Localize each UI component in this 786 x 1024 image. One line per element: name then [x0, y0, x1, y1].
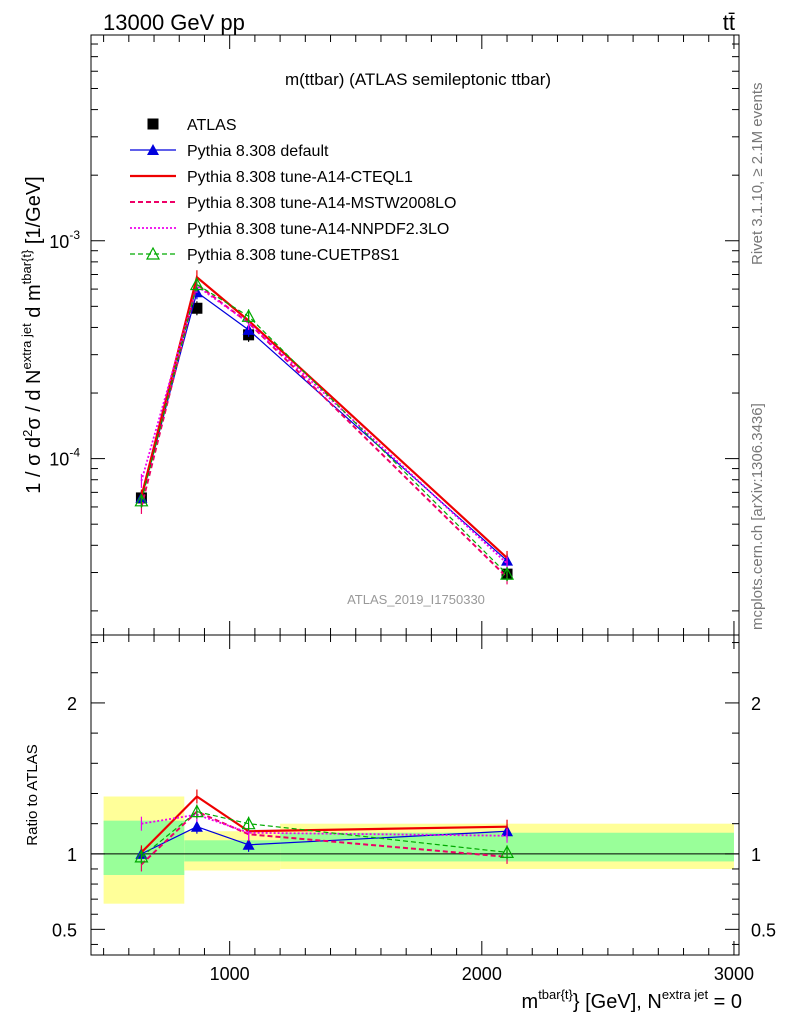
ratio-line-pythia-8-308-tune-cuetp8s1	[141, 810, 508, 858]
ratio-point-pythia-8-308-tune-cuetp8s1	[189, 804, 204, 818]
ratio-y-tick-label-right: 2	[751, 694, 761, 714]
main-y-tick-label: 10-4	[49, 446, 80, 470]
main-y-axis-label: 1 / σ d2σ / d Nextra jet d mtbar{t} [1/G…	[19, 176, 45, 493]
ratio-uncertainty-bands	[91, 796, 739, 904]
ratio-point-pythia-8-308-tune-cuetp8s1	[500, 845, 515, 858]
main-point-pythia-8-308-tune-cuetp8s1	[241, 309, 256, 322]
main-panel: 10-4 10-3 m(ttbar) (ATLAS semileptonic tt…	[19, 34, 740, 636]
ratio-x-ticks: 1000 2000 3000	[103, 635, 754, 984]
x-tick-label: 3000	[714, 964, 754, 984]
ratio-line-pythia-8-308-tune-a14-cteql1	[140, 795, 508, 854]
ratio-y-ticks: 0.5 0.5 1 1 2 2	[52, 642, 776, 945]
x-tick-label: 2000	[462, 964, 502, 984]
ratio-point-pythia-8-308-tune-cuetp8s1	[241, 816, 256, 830]
legend-entry-label: Pythia 8.308 tune-A14-NNPDF2.3LO	[187, 221, 449, 238]
main-line-pythia-8-308-default	[140, 291, 508, 562]
ratio-series	[134, 789, 515, 872]
ratio-y-tick-label-right: 1	[751, 845, 761, 865]
header-energy-label: 13000 GeV pp	[103, 10, 245, 35]
ratio-line-pythia-8-308-tune-a14-nnpdf2-3lo	[141, 813, 508, 837]
ratio-panel: 0.5 0.5 1 1 2 2 1000 2000 3000 Ratio to ATLAS m…	[24, 634, 776, 1013]
header-process-label: tt̄	[723, 10, 735, 35]
ratio-point-pythia-8-308-default	[242, 838, 255, 850]
legend-entry-label: Pythia 8.308 tune-A14-MSTW2008LO	[187, 195, 456, 212]
main-x-ticks	[103, 35, 735, 635]
ratio-inner-band	[103, 820, 185, 875]
main-line-pythia-8-308-tune-a14-nnpdf2-3lo	[140, 284, 508, 565]
ratio-point-pythia-8-308-default	[190, 820, 203, 832]
ratio-frame	[90, 634, 740, 956]
main-line-pythia-8-308-tune-a14-mstw2008lo	[140, 282, 508, 579]
ratio-y-tick-label: 2	[67, 694, 77, 714]
analysis-id-label: ATLAS_2019_I1750330	[347, 592, 485, 607]
legend-entry-label: Pythia 8.308 default	[187, 143, 329, 160]
ratio-y-tick-label: 1	[67, 845, 77, 865]
main-point-pythia-8-308-tune-cuetp8s1	[189, 277, 204, 291]
ratio-line-pythia-8-308-tune-a14-mstw2008lo	[140, 810, 508, 866]
ratio-point-pythia-8-308-tune-cuetp8s1	[134, 849, 149, 863]
mcplots-source-label: mcplots.cern.ch [arXiv:1306.3436]	[749, 403, 766, 630]
main-line-pythia-8-308-tune-a14-cteql1	[140, 275, 508, 559]
ratio-line-pythia-8-308-default	[141, 826, 508, 855]
legend-marker	[147, 144, 159, 155]
legend-entry-label: ATLAS	[187, 117, 237, 134]
main-series	[134, 270, 515, 585]
legend: ATLAS Pythia 8.308 default Pythia 8.308 tu…	[130, 117, 456, 264]
main-y-tick-label: 10-3	[49, 228, 80, 252]
svg-text:mtbar{t}} [GeV], Nextra jet =: mtbar{t}} [GeV], Nextra jet = 0	[522, 987, 742, 1013]
svg-text:1 / σ d2σ / d Nextra jet d mtb: 1 / σ d2σ / d Nextra jet d mtbar{t} [1/G…	[19, 176, 45, 493]
x-axis-label: mtbar{t}} [GeV], Nextra jet = 0	[522, 987, 742, 1013]
main-point-pythia-8-308-tune-cuetp8s1	[500, 566, 515, 580]
x-tick-label: 1000	[210, 964, 250, 984]
legend-entry-label: Pythia 8.308 tune-A14-CTEQL1	[187, 169, 413, 186]
main-line-pythia-8-308-tune-cuetp8s1	[140, 283, 508, 575]
legend-marker	[145, 246, 161, 260]
rivet-version-label: Rivet 3.1.10, ≥ 2.1M events	[749, 83, 766, 266]
legend-entry-label: Pythia 8.308 tune-CUETP8S1	[187, 247, 400, 264]
main-point-pythia-8-308-tune-cuetp8s1	[134, 493, 149, 507]
ratio-y-axis-label: Ratio to ATLAS	[24, 744, 41, 845]
chart-title: m(ttbar) (ATLAS semileptonic ttbar)	[285, 70, 551, 89]
legend-marker	[147, 118, 159, 130]
ratio-y-tick-label: 0.5	[52, 920, 77, 940]
ratio-inner-band	[184, 840, 281, 862]
main-point-atlas	[191, 302, 203, 314]
ratio-y-tick-label-right: 0.5	[751, 920, 776, 940]
main-y-ticks: 10-4 10-3	[49, 43, 739, 612]
